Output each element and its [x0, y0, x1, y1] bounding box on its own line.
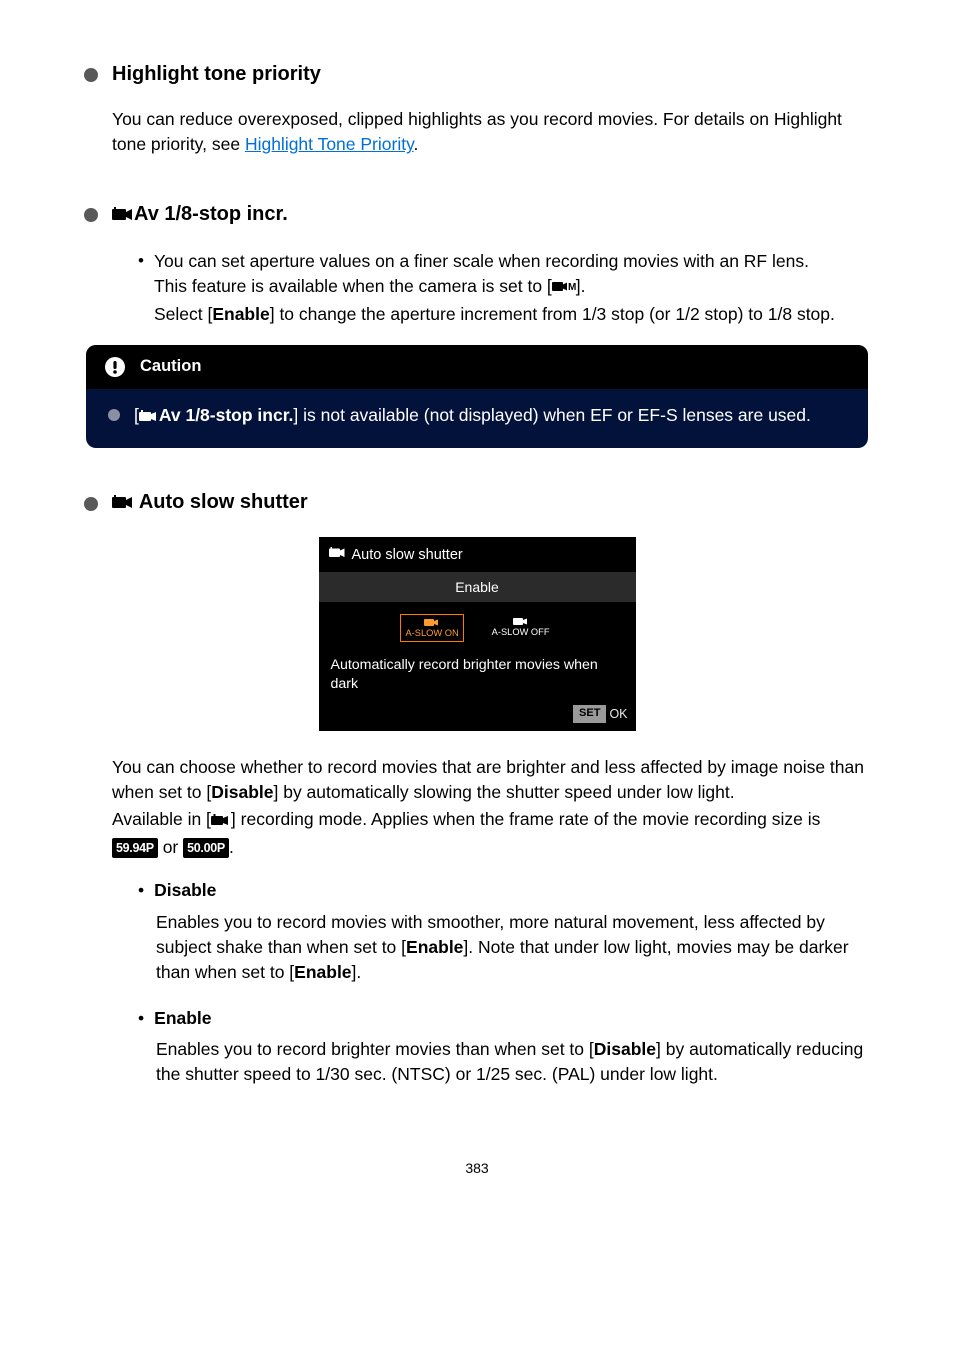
option-description: Enables you to record brighter movies th… — [156, 1037, 868, 1088]
option-list: • Disable Enables you to record movies w… — [138, 878, 868, 1088]
movie-mode-icon — [139, 405, 159, 430]
set-button[interactable]: SET — [573, 705, 606, 723]
ok-label: OK — [609, 705, 627, 723]
section-heading: Auto slow shutter — [112, 488, 308, 519]
caution-header: Caution — [86, 345, 868, 389]
svg-text:M: M — [568, 282, 576, 293]
section-bullet-icon — [84, 208, 98, 222]
frame-rate-badge: 59.94P — [112, 838, 158, 858]
heading-row: Av 1/8-stop incr. — [84, 200, 868, 231]
option-aslow-on[interactable]: A-SLOW ON — [400, 614, 463, 642]
caution-icon — [104, 356, 126, 378]
movie-mode-icon — [512, 616, 530, 627]
option-aslow-off[interactable]: A-SLOW OFF — [488, 614, 554, 642]
body-text: You can reduce overexposed, clipped high… — [112, 109, 842, 154]
section-bullet-icon — [84, 68, 98, 82]
option-enable: • Enable Enables you to record brighter … — [138, 1006, 868, 1088]
movie-manual-mode-icon: M — [552, 276, 576, 301]
movie-auto-mode-icon — [211, 809, 231, 834]
section-heading: Av 1/8-stop incr. — [112, 200, 288, 231]
section-auto-slow-shutter: Auto slow shutter Auto slow shutter Enab… — [86, 488, 868, 1088]
movie-mode-icon — [423, 617, 441, 628]
section-body: • You can set aperture values on a finer… — [112, 249, 868, 327]
option-description: Enables you to record movies with smooth… — [156, 910, 868, 986]
caution-title: Caution — [140, 355, 201, 379]
heading-row: Auto slow shutter — [84, 488, 868, 519]
camera-menu-value: Enable — [319, 572, 636, 602]
option-disable: • Disable Enables you to record movies w… — [138, 878, 868, 986]
section-heading: Highlight tone priority — [112, 60, 321, 89]
caution-bullet-icon — [108, 409, 120, 421]
highlight-tone-priority-link[interactable]: Highlight Tone Priority — [245, 134, 414, 154]
camera-menu-description: Automatically record brighter movies whe… — [319, 652, 636, 704]
camera-option-row: A-SLOW ON A-SLOW OFF — [319, 602, 636, 652]
body-suffix: . — [414, 134, 419, 154]
heading-row: Highlight tone priority — [84, 60, 868, 89]
list-item: • You can set aperture values on a finer… — [138, 249, 868, 327]
camera-menu-screenshot: Auto slow shutter Enable A-SLOW ON A-SLO… — [319, 537, 636, 731]
camera-menu-title: Auto slow shutter — [319, 537, 636, 572]
section-body: You can choose whether to record movies … — [112, 755, 868, 1088]
movie-mode-icon — [329, 545, 346, 566]
caution-callout: Caution [Av 1/8-stop incr.] is not avail… — [86, 345, 868, 448]
movie-mode-icon — [112, 490, 134, 519]
list-text: You can set aperture values on a finer s… — [154, 249, 868, 327]
camera-menu-footer: SET OK — [319, 705, 636, 731]
caution-text: [Av 1/8-stop incr.] is not available (no… — [134, 403, 846, 430]
page-number: 383 — [86, 1158, 868, 1178]
movie-mode-icon — [112, 202, 134, 231]
option-label: Enable — [154, 1006, 211, 1031]
section-bullet-icon — [84, 497, 98, 511]
frame-rate-badge: 50.00P — [183, 838, 229, 858]
caution-body: [Av 1/8-stop incr.] is not available (no… — [86, 389, 868, 430]
option-label: Disable — [154, 878, 216, 903]
bullet-dot-icon: • — [138, 878, 144, 903]
bullet-dot-icon: • — [138, 249, 144, 327]
section-av-incr: Av 1/8-stop incr. • You can set aperture… — [86, 200, 868, 327]
section-body: You can reduce overexposed, clipped high… — [112, 107, 868, 158]
section-highlight-tone-priority: Highlight tone priority You can reduce o… — [86, 60, 868, 158]
bullet-dot-icon: • — [138, 1006, 144, 1031]
